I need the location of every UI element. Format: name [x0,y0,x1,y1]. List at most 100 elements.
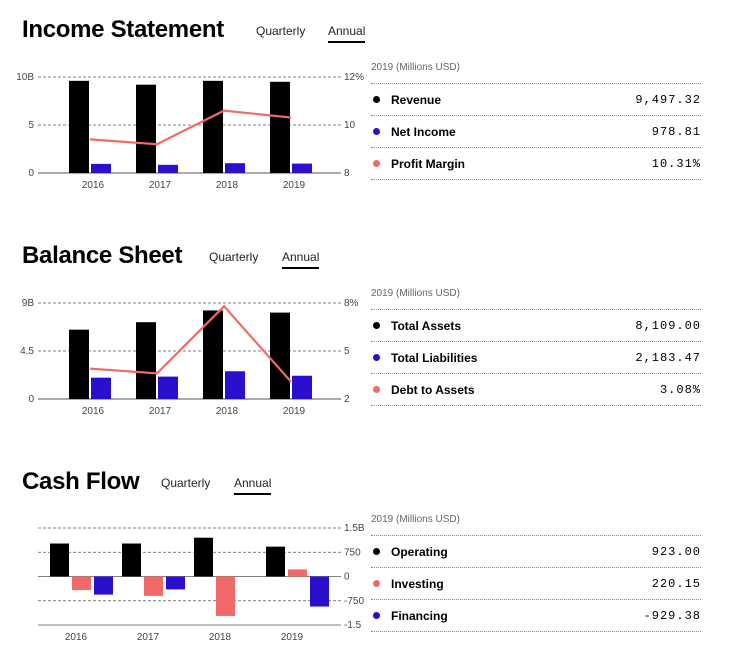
row-value: 220.15 [651,576,701,591]
bar-operating [122,543,141,577]
tab-annual[interactable]: Annual [282,250,320,269]
legend-dot [373,386,380,393]
bar-investing [144,576,163,596]
row-value: 2,183.47 [635,350,701,365]
bar-total-liabilities [292,375,312,399]
y-tick-label: 750 [344,547,361,558]
row-label: Total Assets [391,318,462,333]
cash-flow-chart: -1.5 -750 0 750 1.5B 2016 2017 2018 2019 [38,523,365,643]
y-tick-label: 5 [28,120,34,131]
balance-sheet-chart: 0 2 4.5 5 9B 8% 2016 2017 2018 2019 [20,298,359,417]
tab-quarterly[interactable]: Quarterly [161,476,211,490]
bar-net-income [158,164,178,173]
bar-revenue [136,84,156,173]
line-profit-margin [89,109,292,146]
bar-total-liabilities [158,376,178,399]
row-value: 10.31% [651,156,701,171]
table-row: Revenue 9,497.32 [371,84,701,116]
y2-tick-label: 10 [344,120,356,131]
row-value: 8,109.00 [635,318,701,333]
y2-tick-label: 8 [344,168,350,179]
bar-revenue [270,81,290,173]
income-statement-table: 2019 (Millions USD) Revenue 9,497.32 Net… [371,61,701,180]
y-tick-label: -750 [344,596,364,607]
row-label: Financing [391,608,448,623]
x-tick-label: 2018 [216,180,239,191]
bar-total-assets [136,322,156,399]
legend-dot [373,612,380,619]
bar-total-assets [69,329,89,399]
section-title: Cash Flow [22,468,140,495]
bar-total-liabilities [225,371,245,399]
row-label: Revenue [391,92,442,107]
balance-sheet-table: 2019 (Millions USD) Total Assets 8,109.0… [371,287,701,406]
tab-quarterly[interactable]: Quarterly [256,24,306,38]
line-debt-to-assets [89,304,292,383]
y2-tick-label: 5 [344,346,350,357]
cash-flow-table: 2019 (Millions USD) Operating 923.00 Inv… [371,513,701,632]
y-tick-label: -1.5 [344,620,362,631]
x-tick-label: 2017 [149,180,172,191]
table-row: Financing -929.38 [371,600,701,632]
bar-investing [288,569,307,577]
legend-dot [373,128,380,135]
y2-tick-label: 12% [344,72,364,83]
x-tick-label: 2018 [209,632,232,643]
legend-dot [373,322,380,329]
row-value: 978.81 [651,124,701,139]
table-row: Investing 220.15 [371,568,701,600]
table-header: 2019 (Millions USD) [371,287,701,310]
cash-flow-section: Cash Flow Quarterly Annual -1.5 -750 0 750 1… [0,452,737,647]
table-header: 2019 (Millions USD) [371,513,701,536]
row-value: 3.08% [659,382,701,397]
bar-total-assets [270,312,290,399]
x-tick-label: 2018 [216,406,239,417]
bar-net-income [225,163,245,173]
y2-tick-label: 2 [344,394,350,405]
row-value: 923.00 [651,544,701,559]
row-label: Profit Margin [391,156,465,171]
legend-dot [373,160,380,167]
x-tick-label: 2017 [137,632,160,643]
y2-tick-label: 8% [344,298,359,309]
bar-financing [94,576,113,595]
y-tick-label: 10B [16,72,34,83]
x-tick-label: 2016 [82,180,105,191]
table-header: 2019 (Millions USD) [371,61,701,84]
legend-dot [373,96,380,103]
bar-operating [266,546,285,577]
tab-annual[interactable]: Annual [328,24,366,43]
bar-total-assets [203,310,223,399]
table-row: Total Assets 8,109.00 [371,310,701,342]
x-tick-label: 2019 [281,632,304,643]
income-statement-section: Income Statement Quarterly Annual 0 8 5 10 1… [0,0,737,226]
bar-net-income [91,163,111,173]
bar-investing [72,576,91,591]
x-tick-label: 2016 [65,632,88,643]
row-label: Net Income [391,124,456,139]
bar-net-income [292,163,312,173]
section-title: Balance Sheet [22,242,183,269]
row-label: Investing [391,576,444,591]
y-tick-label: 0 [344,572,350,583]
bar-total-liabilities [91,377,111,399]
y-tick-label: 0 [28,168,34,179]
table-row: Profit Margin 10.31% [371,148,701,180]
bar-revenue [203,80,223,173]
legend-dot [373,354,380,361]
table-row: Total Liabilities 2,183.47 [371,342,701,374]
bar-financing [166,576,185,590]
y-tick-label: 9B [22,298,35,309]
bar-investing [216,576,235,616]
tab-annual[interactable]: Annual [234,476,272,495]
x-tick-label: 2017 [149,406,172,417]
tab-quarterly[interactable]: Quarterly [209,250,259,264]
table-row: Debt to Assets 3.08% [371,374,701,406]
row-value: 9,497.32 [635,92,701,107]
x-tick-label: 2019 [283,180,306,191]
row-label: Operating [391,544,448,559]
y-tick-label: 4.5 [20,346,34,357]
income-statement-chart: 0 8 5 10 10B 12% 2016 2017 2018 2019 [16,72,364,191]
bar-operating [194,537,213,577]
row-value: -929.38 [643,608,701,623]
